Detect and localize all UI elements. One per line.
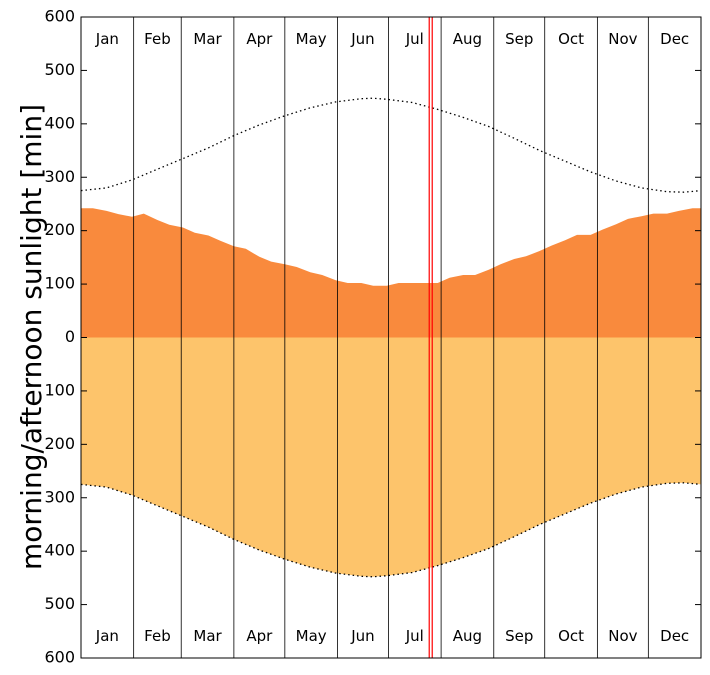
month-label-top: Jul bbox=[405, 30, 424, 48]
month-label-bottom: Jun bbox=[350, 627, 374, 645]
y-tick-label: 400 bbox=[44, 541, 75, 560]
month-label-top: Feb bbox=[144, 30, 171, 48]
month-label-top: Nov bbox=[608, 30, 637, 48]
plot-frame bbox=[80, 16, 702, 659]
month-label-top: Apr bbox=[246, 30, 273, 48]
month-label-bottom: Apr bbox=[246, 627, 273, 645]
y-tick-label: 100 bbox=[44, 274, 75, 293]
y-tick-label: 300 bbox=[44, 167, 75, 186]
area-fills bbox=[81, 208, 701, 577]
month-label-top: Jan bbox=[95, 30, 119, 48]
y-tick-label: 100 bbox=[44, 380, 75, 399]
month-label-bottom: Nov bbox=[608, 627, 637, 645]
chart-lines bbox=[80, 17, 702, 658]
month-label-bottom: Mar bbox=[193, 627, 222, 645]
month-labels: Jan Jan Feb Feb Mar Mar Apr Apr May May Jun Jun Jul J… bbox=[95, 30, 689, 645]
month-label-bottom: Dec bbox=[660, 627, 689, 645]
y-tick-label: 600 bbox=[44, 7, 75, 26]
month-label-bottom: Jul bbox=[405, 627, 424, 645]
month-label-bottom: Feb bbox=[144, 627, 171, 645]
daylight-dotted-line-top bbox=[80, 97, 702, 193]
month-label-bottom: Sep bbox=[505, 627, 533, 645]
y-tick-label: 500 bbox=[44, 594, 75, 613]
month-label-top: Dec bbox=[660, 30, 689, 48]
y-tick-label: 500 bbox=[44, 60, 75, 79]
y-axis-label: morning/afternoon sunlight [min] bbox=[15, 104, 48, 570]
month-label-bottom: Oct bbox=[558, 627, 584, 645]
month-label-top: May bbox=[296, 30, 327, 48]
y-tick-label: 400 bbox=[44, 113, 75, 132]
y-tick-label: 600 bbox=[44, 648, 75, 667]
y-tick-label: 0 bbox=[65, 327, 75, 346]
morning-area bbox=[81, 337, 701, 577]
month-label-top: Sep bbox=[505, 30, 533, 48]
month-label-bottom: Aug bbox=[453, 627, 482, 645]
y-tick-label: 300 bbox=[44, 487, 75, 506]
y-tick-label: 200 bbox=[44, 220, 75, 239]
month-label-top: Aug bbox=[453, 30, 482, 48]
month-label-top: Jun bbox=[350, 30, 374, 48]
afternoon-area bbox=[81, 208, 701, 338]
y-axis-ticks: 600 500 400 300 200 100 0 100 200 300 400 500 600 bbox=[44, 7, 701, 667]
month-label-bottom: May bbox=[296, 627, 327, 645]
month-label-top: Mar bbox=[193, 30, 222, 48]
y-tick-label: 200 bbox=[44, 434, 75, 453]
month-label-top: Oct bbox=[558, 30, 584, 48]
month-label-bottom: Jan bbox=[95, 627, 119, 645]
